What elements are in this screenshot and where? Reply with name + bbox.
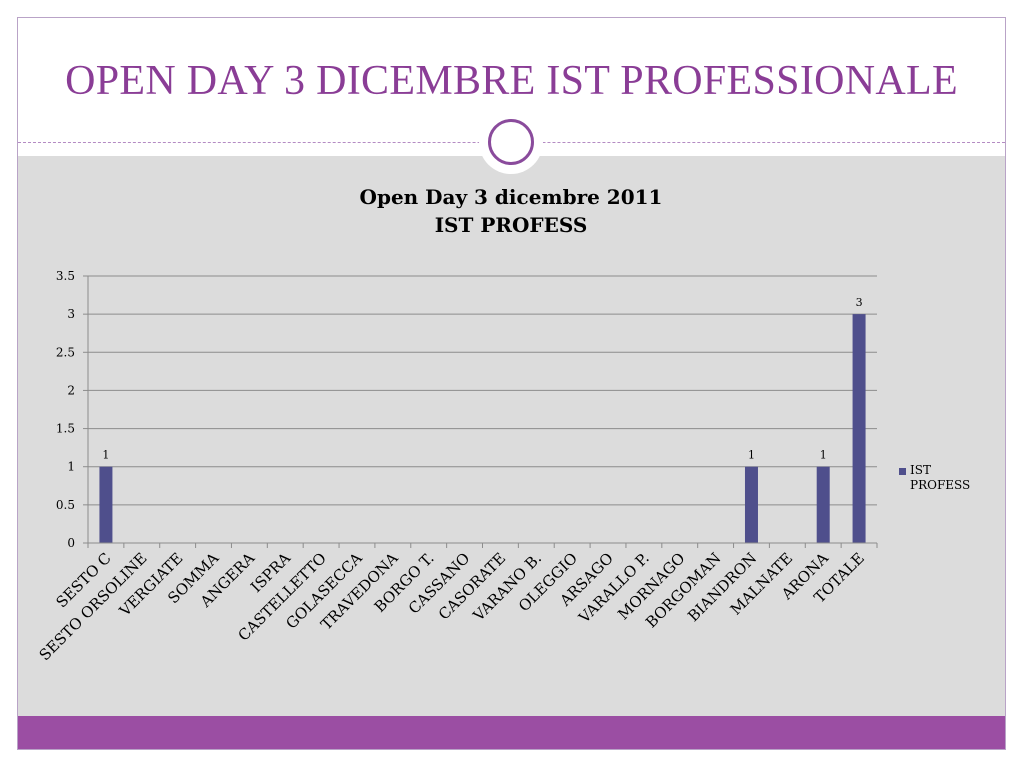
legend-swatch — [899, 468, 906, 475]
data-label: 1 — [102, 449, 109, 462]
y-tick-label: 0 — [67, 536, 75, 550]
y-axis: 0 0.5 1 1.5 2 2.5 3 3.5 — [56, 269, 89, 550]
y-tick-label: 1.5 — [56, 422, 75, 436]
legend-label: IST PROFESS — [910, 463, 970, 492]
bar — [99, 466, 113, 543]
data-labels: 1 1 1 3 — [102, 296, 862, 462]
bars — [99, 314, 866, 543]
legend: IST PROFESS — [899, 463, 970, 492]
y-tick-label: 2.5 — [56, 345, 75, 359]
y-tick-label: 2 — [67, 383, 75, 397]
y-tick-label: 3 — [67, 307, 75, 321]
slide-title: OPEN DAY 3 DICEMBRE IST PROFESSIONALE — [65, 58, 958, 104]
ring-icon — [488, 119, 534, 165]
y-tick-label: 0.5 — [56, 498, 75, 512]
bar — [744, 466, 758, 543]
chart-area: Open Day 3 dicembre 2011 IST PROFESS 0 0.… — [18, 156, 1005, 716]
grid-lines — [88, 275, 877, 544]
bar — [852, 314, 866, 543]
data-label: 1 — [820, 449, 827, 462]
footer-accent-bar — [18, 716, 1005, 749]
y-tick-label: 1 — [67, 460, 75, 474]
data-label: 3 — [856, 296, 863, 309]
y-tick-label: 3.5 — [56, 269, 75, 283]
slide: OPEN DAY 3 DICEMBRE IST PROFESSIONALE Op… — [17, 17, 1006, 750]
bar — [816, 466, 830, 543]
data-label: 1 — [748, 449, 755, 462]
chart-subtitle: IST PROFESS — [435, 213, 588, 237]
bar-chart: Open Day 3 dicembre 2011 IST PROFESS 0 0.… — [36, 185, 971, 664]
chart-title: Open Day 3 dicembre 2011 — [360, 185, 663, 209]
